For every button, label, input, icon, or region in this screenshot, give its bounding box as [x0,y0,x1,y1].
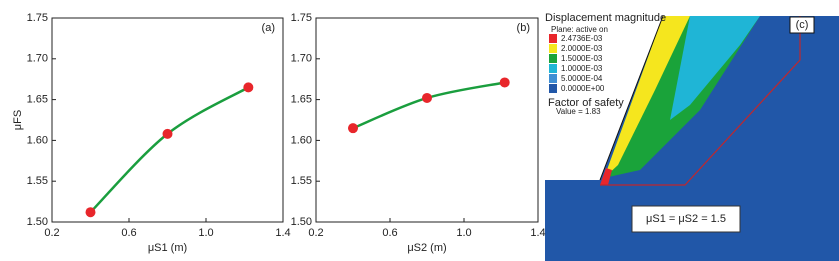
y-tick-label: 1.50 [27,216,48,228]
zone-red [600,168,612,185]
panel-c: (c) Displacement magnitude Plane: active… [545,12,839,261]
legend-label: 1.0000E-03 [561,64,603,73]
y-tick-label: 1.65 [291,94,312,106]
ground [545,16,839,261]
legend-swatch [549,54,557,63]
y-tick-label: 1.60 [27,134,48,146]
x-tick-label: 1.4 [275,227,290,239]
legend-swatch [549,74,557,83]
y-tick-label: 1.55 [27,175,48,187]
point [162,128,173,139]
slip-plane [600,16,801,186]
y-tick-label: 1.55 [291,175,312,187]
fos-value: Value = 1.83 [556,107,601,116]
legend-label: 5.0000E-04 [561,74,603,83]
y-tick-label: 1.65 [27,94,48,106]
zone-cyan [670,16,760,120]
legend-label: 0.0000E+00 [561,84,605,93]
y-tick-label: 1.50 [291,216,312,228]
panel-label: (a) [262,22,275,34]
legend-swatch [549,64,557,73]
legend-swatch [549,84,557,93]
slope-face [599,15,664,181]
y-tick-label: 1.75 [291,12,312,24]
panel-label: (c) [796,19,809,31]
line [352,81,505,130]
y-tick-label: 1.75 [27,12,48,24]
x-tick-label: 0.2 [308,227,323,239]
legend-label: 1.5000E-03 [561,54,603,63]
y-tick-label: 1.70 [291,53,312,65]
y-axis-label: μFS [12,110,24,130]
legend-swatch [549,34,557,43]
caption-box [631,205,741,233]
x-tick-label: 0.6 [121,227,136,239]
panel-label: (b) [517,22,530,34]
point [422,92,432,103]
plot-frame [315,17,539,223]
x-axis-label: μS1 (m) [148,242,187,254]
legend-plane: Plane: active on [551,25,608,34]
point [85,207,96,218]
legend-label: 2.0000E-03 [561,44,603,53]
label-box [789,16,815,34]
legend: 2.4736E-032.0000E-031.5000E-031.0000E-03… [549,34,605,93]
line [89,86,249,214]
caption: μS1 = μS2 = 1.5 [646,213,726,225]
legend-label: 2.4736E-03 [561,34,603,43]
x-tick-label: 1.4 [530,227,545,239]
point [348,123,358,134]
x-tick-label: 1.0 [456,227,471,239]
plot-frame [51,17,284,223]
zone-yellow [604,16,690,178]
fos-title: Factor of safety [548,97,624,109]
point [243,82,254,93]
y-tick-label: 1.70 [27,53,48,65]
legend-title: Displacement magnitude [545,12,666,24]
legend-swatch [549,44,557,53]
x-axis-label: μS2 (m) [407,242,446,254]
x-tick-label: 0.2 [44,227,59,239]
x-tick-label: 1.0 [198,227,213,239]
y-tick-label: 1.60 [291,134,312,146]
point [499,77,510,88]
x-tick-label: 0.6 [382,227,397,239]
